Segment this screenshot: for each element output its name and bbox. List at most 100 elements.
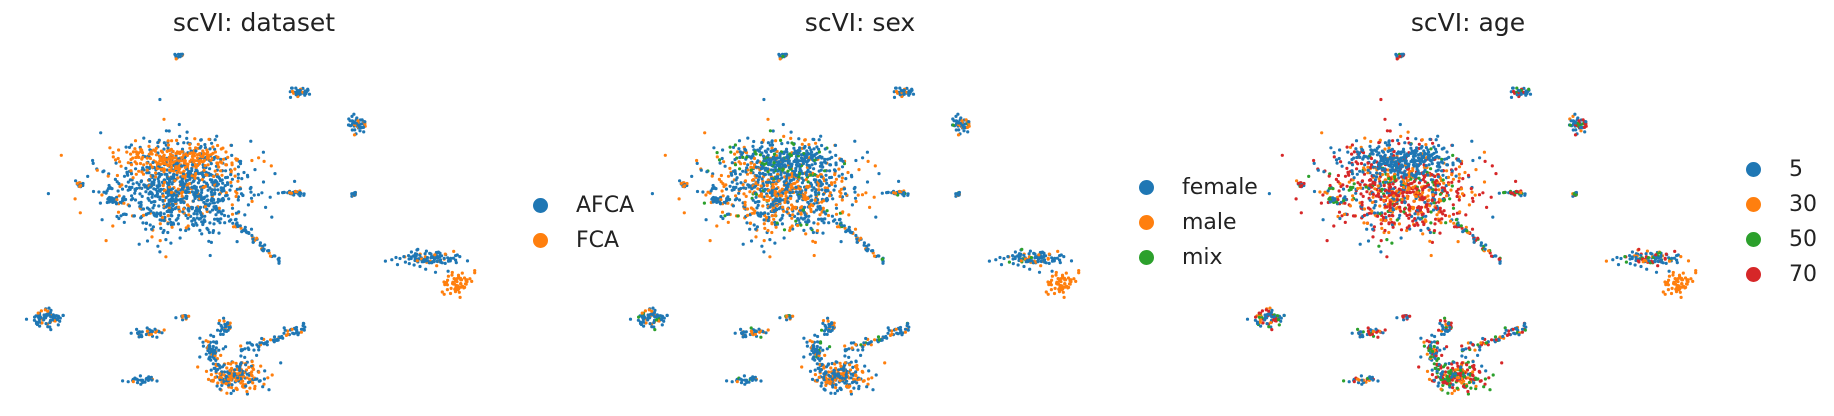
panel-title: scVI: dataset: [172, 8, 336, 37]
scatter-point: [811, 347, 815, 351]
scatter-point: [162, 219, 166, 223]
scatter-point: [816, 366, 820, 370]
scatter-point: [1427, 198, 1431, 202]
scatter-point: [750, 211, 755, 215]
scatter-point: [749, 156, 753, 160]
scatter-point: [770, 222, 774, 226]
scatter-point: [1373, 178, 1377, 182]
scatter-point: [1421, 232, 1425, 236]
scatter-point: [140, 330, 144, 334]
scatter-point: [1327, 174, 1331, 178]
scatter-point: [198, 205, 203, 209]
scatter-point: [1029, 256, 1034, 260]
scatter-point: [1483, 159, 1487, 163]
scatter-point: [149, 150, 153, 154]
scatter-point: [784, 155, 789, 159]
scatter-point: [1398, 213, 1402, 217]
scatter-point: [206, 198, 210, 202]
scatter-point: [1383, 147, 1387, 151]
scatter-point: [872, 254, 877, 258]
scatter-point: [100, 193, 104, 197]
scatter-point: [748, 221, 752, 225]
scatter-point: [209, 158, 213, 162]
scatter-point: [164, 205, 168, 209]
scatter-point: [791, 182, 795, 186]
scatter-point: [832, 188, 836, 192]
scatter-point: [191, 180, 195, 184]
scatter-point: [240, 177, 244, 181]
scatter-point: [194, 172, 198, 176]
scatter-point: [1448, 219, 1453, 223]
scatter-point: [1376, 184, 1380, 188]
scatter-point: [217, 231, 221, 235]
scatter-point: [145, 239, 150, 243]
scatter-point: [453, 287, 457, 291]
scatter-point: [759, 379, 763, 383]
scatter-point: [211, 201, 215, 205]
scatter-point: [733, 163, 738, 167]
scatter-point: [777, 207, 781, 211]
scatter-point: [830, 155, 834, 159]
scatter-point: [842, 368, 846, 372]
scatter-point: [749, 329, 753, 333]
scatter-point: [823, 217, 827, 221]
scatter-point: [224, 169, 228, 173]
scatter-point: [255, 353, 259, 357]
scatter-point: [1294, 197, 1298, 201]
scatter-point: [229, 378, 233, 382]
scatter-point: [797, 137, 801, 141]
scatter-point: [1514, 179, 1518, 183]
scatter-point: [138, 374, 142, 378]
scatter-point: [1366, 171, 1370, 175]
scatter-point: [166, 222, 170, 226]
scatter-point: [886, 331, 890, 335]
scatter-point: [810, 377, 815, 381]
scatter-point: [852, 187, 856, 191]
scatter-point: [730, 161, 734, 165]
scatter-point: [1430, 240, 1434, 244]
scatter-point: [740, 331, 744, 335]
scatter-point: [186, 216, 190, 220]
scatter-point: [102, 190, 106, 194]
scatter-point: [119, 164, 123, 168]
scatter-point: [449, 286, 453, 290]
scatter-point: [150, 378, 154, 382]
scatter-point: [58, 319, 62, 323]
scatter-point: [805, 149, 809, 153]
scatter-point: [1267, 192, 1271, 196]
scatter-point: [751, 152, 755, 156]
scatter-point: [37, 320, 42, 324]
scatter-point: [796, 217, 800, 221]
scatter-point: [827, 184, 831, 188]
scatter-point: [1050, 278, 1054, 282]
scatter-point: [1337, 210, 1342, 214]
scatter-point: [134, 150, 138, 154]
scatter-point: [442, 280, 446, 284]
scatter-point: [175, 173, 179, 177]
scatter-point: [1423, 200, 1427, 204]
scatter-point: [158, 159, 162, 163]
scatter-point: [1438, 206, 1442, 210]
scatter-point: [804, 198, 808, 202]
scatter-point: [122, 174, 127, 178]
scatter-point: [805, 152, 810, 157]
scatter-point: [156, 141, 160, 145]
legend-marker: [1139, 250, 1154, 265]
scatter-point: [748, 213, 752, 217]
scatter-point: [890, 329, 894, 333]
scatter-point: [113, 158, 118, 162]
scatter-point: [708, 239, 712, 243]
scatter-point: [725, 199, 729, 203]
scatter-point: [1332, 224, 1336, 228]
scatter-point: [743, 382, 747, 386]
scatter-point: [761, 171, 765, 176]
scatter-point: [351, 120, 355, 125]
scatter-point: [177, 122, 181, 127]
scatter-point: [855, 237, 859, 241]
scatter-point: [1471, 199, 1475, 203]
scatter-point: [200, 198, 204, 202]
scatter-point: [150, 235, 154, 239]
scatter-point: [785, 185, 789, 190]
scatter-point: [779, 170, 783, 175]
scatter-point: [783, 197, 787, 201]
